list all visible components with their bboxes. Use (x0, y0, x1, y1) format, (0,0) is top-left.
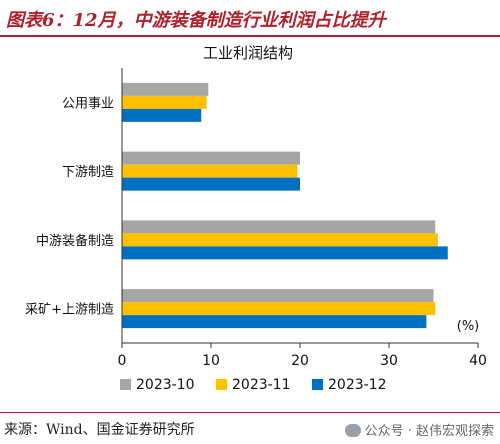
x-tick-label: 40 (469, 353, 487, 369)
legend-swatch (120, 379, 131, 390)
bar-1-1 (122, 164, 298, 178)
bar-2-1 (122, 233, 438, 247)
wechat-icon (344, 424, 361, 437)
x-tick-label: 30 (380, 353, 398, 369)
legend-label: 2023-11 (232, 377, 291, 393)
x-tick-label: 0 (118, 353, 127, 369)
chart-title: 工业利润结构 (203, 44, 293, 62)
category-label: 采矿+上游制造 (25, 303, 114, 318)
bar-3-1 (122, 302, 436, 316)
legend-label: 2023-12 (328, 377, 387, 393)
legend-label: 2023-10 (136, 377, 195, 393)
bar-1-2 (122, 177, 300, 191)
bar-3-0 (122, 289, 434, 303)
legend-swatch (312, 379, 323, 390)
x-tick-label: 10 (202, 353, 220, 369)
header-divider (0, 35, 500, 37)
watermark: 公众号 · 赵伟宏观探索 (344, 420, 494, 439)
watermark-text: 公众号 · 赵伟宏观探索 (364, 424, 494, 439)
bar-0-2 (122, 108, 202, 122)
x-tick-label: 20 (291, 353, 309, 369)
category-label: 下游制造 (62, 165, 114, 180)
figure-header: 图表6：12月，中游装备制造行业利润占比提升 (0, 0, 500, 37)
legend-swatch (216, 379, 227, 390)
bar-1-0 (122, 151, 300, 165)
category-label: 中游装备制造 (36, 233, 114, 249)
bar-2-0 (122, 220, 436, 234)
figure-footer: 来源：Wind、国金证券研究所 公众号 · 赵伟宏观探索 (0, 412, 500, 444)
footer-divider (0, 412, 500, 413)
source-note: 来源：Wind、国金证券研究所 (4, 422, 195, 438)
bar-3-2 (122, 315, 427, 329)
bar-0-0 (122, 82, 209, 96)
bar-0-1 (122, 95, 207, 109)
category-label: 公用事业 (62, 96, 114, 111)
unit-label: (%) (457, 319, 480, 334)
bar-2-2 (122, 246, 448, 260)
figure-title: 图表6：12月，中游装备制造行业利润占比提升 (6, 10, 386, 31)
